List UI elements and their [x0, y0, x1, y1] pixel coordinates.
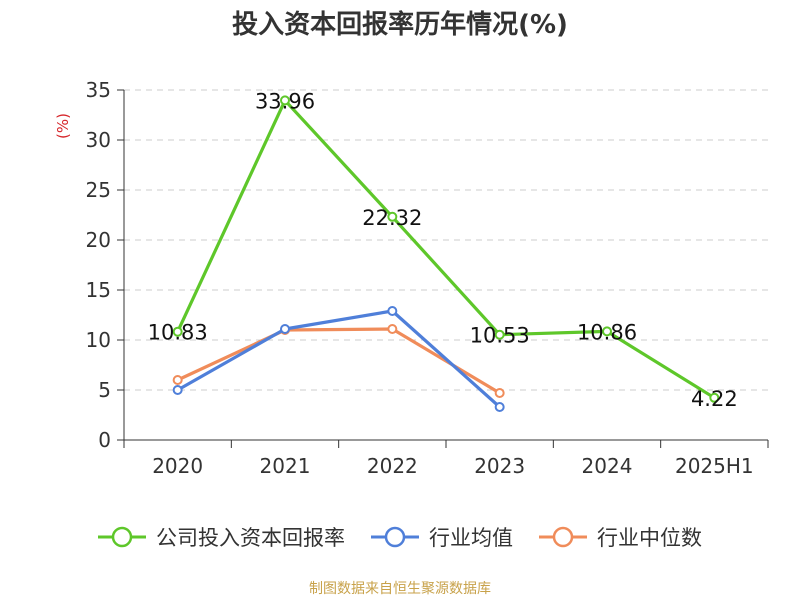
legend-label: 公司投入资本回报率 [156, 526, 345, 550]
data-point [709, 392, 720, 403]
y-tick-label: 30 [86, 128, 111, 152]
legend-symbol-marker [552, 526, 574, 548]
legend-label: 行业中位数 [597, 526, 702, 550]
data-label: 33.96 [255, 89, 315, 113]
legend-item[interactable]: 行业中位数 [539, 526, 702, 550]
legend-symbol-marker [111, 526, 133, 548]
x-tick-label: 2020 [152, 454, 203, 478]
data-labels: 10.83 33.96 22.32 10.53 10.86 4.22 [148, 89, 738, 410]
series-line [176, 98, 716, 400]
data-label: 10.86 [577, 320, 637, 344]
legend-item[interactable]: 公司投入资本回报率 [98, 526, 345, 550]
y-tick-label: 15 [86, 278, 111, 302]
x-tick-label: 2021 [260, 454, 311, 478]
data-label: 10.83 [148, 321, 208, 345]
y-tick-label: 5 [98, 378, 111, 402]
y-tick-label: 35 [86, 78, 111, 102]
x-tick-label: 2025H1 [675, 454, 754, 478]
data-point [494, 402, 505, 412]
data-point [280, 95, 290, 106]
y-tick-label: 20 [86, 228, 111, 252]
data-label: 22.32 [362, 206, 422, 230]
data-point [387, 324, 398, 334]
source-note: 制图数据来自恒生聚源数据库 [309, 581, 491, 597]
data-point [280, 324, 290, 334]
data-point [172, 385, 183, 395]
data-point [387, 211, 398, 222]
gridlines [124, 89, 768, 391]
series-line [176, 309, 501, 409]
data-point [172, 326, 183, 337]
y-tick-label: 10 [86, 328, 111, 352]
data-point [602, 326, 612, 337]
data-point [172, 375, 183, 385]
data-point [494, 388, 505, 398]
x-tick-label: 2022 [367, 454, 418, 478]
axes: 0 5 10 15 20 25 30 35 2020 2021 2022 2023 2024 2025H1 [86, 78, 769, 478]
legend-label: 行业均值 [429, 526, 513, 550]
data-label: 10.53 [470, 324, 530, 348]
series-lines [172, 95, 720, 412]
y-tick-label: 25 [86, 178, 111, 202]
chart-title: 投入资本回报率历年情况(%) [232, 9, 568, 40]
y-tick-label: 0 [98, 428, 111, 452]
data-point [494, 329, 505, 340]
x-tick-label: 2024 [582, 454, 633, 478]
data-label: 4.22 [691, 387, 738, 411]
y-axis-unit: (%) [54, 113, 72, 139]
data-point [387, 306, 398, 316]
x-tick-label: 2023 [474, 454, 525, 478]
legend[interactable]: 公司投入资本回报率 行业均值 行业中位数 [98, 526, 702, 550]
legend-item[interactable]: 行业均值 [371, 526, 513, 550]
legend-symbol-marker [384, 526, 406, 548]
